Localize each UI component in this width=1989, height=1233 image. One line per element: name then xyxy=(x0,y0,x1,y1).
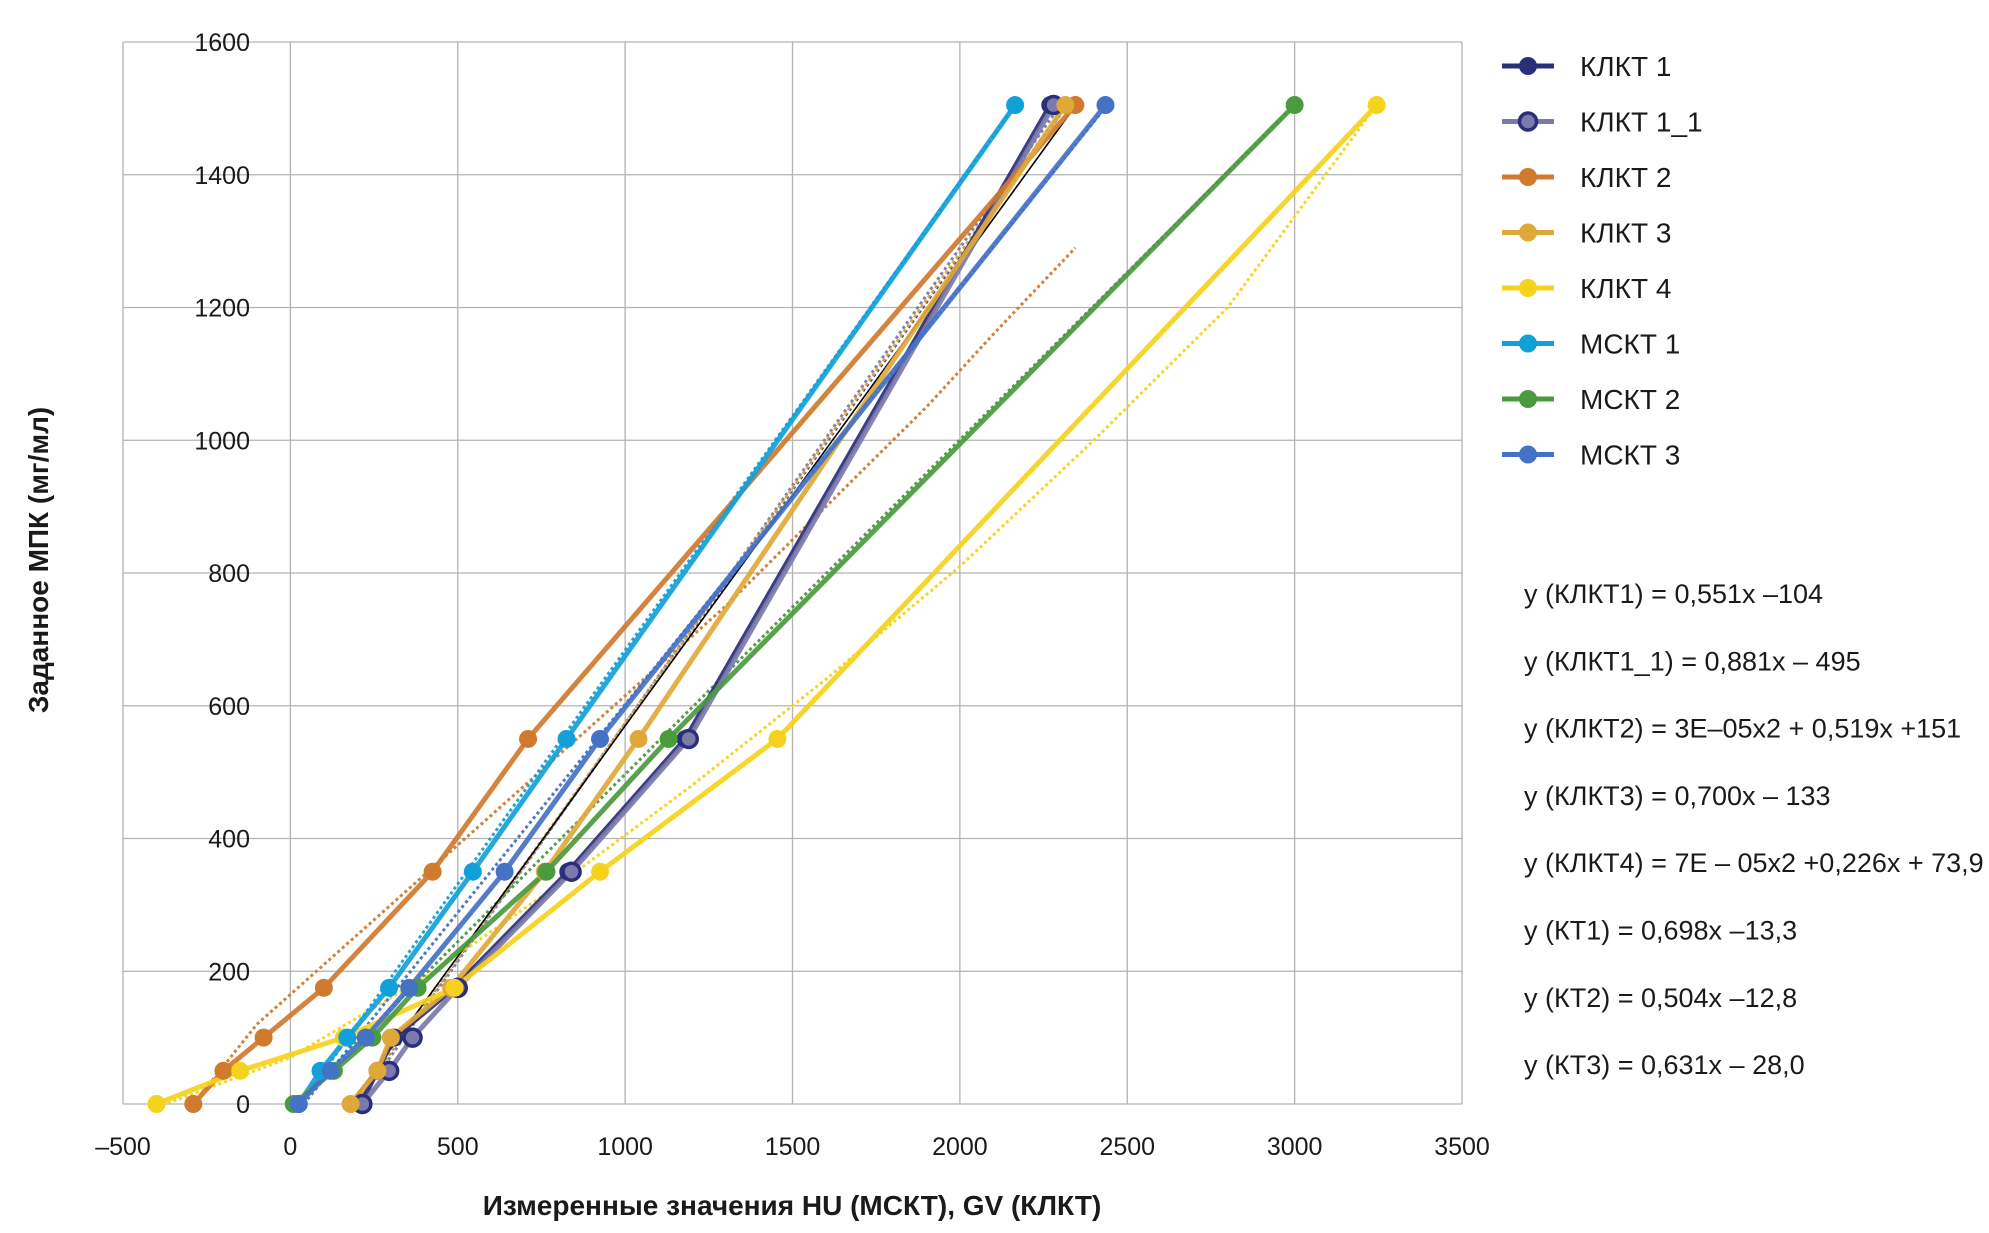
series-line xyxy=(296,103,1108,1106)
legend-label: МСКТ 3 xyxy=(1580,440,1680,471)
data-point xyxy=(678,728,699,750)
y-tick-label: 1000 xyxy=(194,427,250,455)
data-point xyxy=(557,729,576,748)
data-point xyxy=(147,1095,166,1113)
legend-label: КЛКТ 3 xyxy=(1580,218,1671,249)
data-point xyxy=(445,978,464,997)
legend-swatch-marker xyxy=(1519,168,1537,186)
equation-label: y (КЛКТ2) = 3E–05x2 + 0,519x +151 xyxy=(1524,714,1961,744)
x-tick-label: –500 xyxy=(95,1133,151,1161)
y-axis-title: Заданное МПК (мг/мл) xyxy=(23,407,54,713)
trendline xyxy=(299,104,1017,1105)
data-point xyxy=(423,862,442,881)
data-point xyxy=(400,978,419,997)
legend: КЛКТ 1 КЛКТ 1_1 КЛКТ 2 КЛКТ 3 КЛКТ 4 МСКТ 1 МС… xyxy=(1502,51,1703,471)
data-point xyxy=(1367,96,1386,115)
data-point xyxy=(537,862,556,881)
data-point xyxy=(1006,96,1025,115)
data-point xyxy=(368,1061,387,1080)
data-point xyxy=(184,1095,203,1113)
data-point xyxy=(380,978,399,997)
data-point xyxy=(659,729,678,748)
data-point xyxy=(289,1095,308,1113)
legend-swatch-marker xyxy=(1519,334,1537,353)
legend-label: КЛКТ 1 xyxy=(1580,51,1671,82)
equation-label: y (КЛКТ3) = 0,700x – 133 xyxy=(1524,781,1831,811)
x-tick-label: 2500 xyxy=(1099,1133,1155,1161)
y-tick-label: 1200 xyxy=(194,295,250,323)
legend-label: МСКТ 2 xyxy=(1580,384,1680,415)
data-point xyxy=(768,729,787,748)
data-point xyxy=(463,862,482,881)
equation-label: y (КЛКТ1_1) = 0,881x – 495 xyxy=(1524,646,1861,676)
legend-swatch-marker xyxy=(1519,390,1537,408)
series-lines xyxy=(155,103,1379,1107)
legend-label: МСКТ 1 xyxy=(1580,329,1680,360)
data-point xyxy=(321,1061,340,1080)
y-tick-label: 1400 xyxy=(194,162,250,190)
series-line xyxy=(191,103,1078,1106)
data-point xyxy=(1096,96,1115,115)
data-point xyxy=(231,1061,250,1080)
data-point xyxy=(495,862,514,881)
y-tick-labels: 0 200 400 600 800 1000 1200 1400 1600 xyxy=(194,29,250,1119)
x-tick-label: 0 xyxy=(283,1133,297,1161)
x-tick-label: 1000 xyxy=(597,1133,653,1161)
data-point xyxy=(356,1028,375,1047)
y-tick-label: 800 xyxy=(208,560,250,588)
data-point xyxy=(314,978,333,997)
equations: y (КЛКТ1) = 0,551x –104 y (КЛКТ1_1) = 0,8… xyxy=(1524,579,1984,1080)
y-tick-label: 1600 xyxy=(194,29,250,57)
legend-label: КЛКТ 4 xyxy=(1580,273,1671,304)
data-point xyxy=(561,861,582,882)
equation-label: y (КТ3) = 0,631x – 28,0 xyxy=(1524,1050,1805,1080)
legend-swatch-marker xyxy=(1519,223,1537,242)
y-tick-label: 600 xyxy=(208,693,250,721)
data-point xyxy=(402,1027,423,1048)
grid xyxy=(122,41,1463,1105)
data-point xyxy=(214,1061,233,1080)
y-tick-label: 400 xyxy=(208,826,250,854)
data-point xyxy=(519,729,538,748)
data-point xyxy=(591,862,610,881)
equation-label: y (КЛКТ4) = 7E – 05x2 +0,226x + 73,9 xyxy=(1524,848,1984,878)
legend-swatch-marker xyxy=(1519,445,1537,464)
legend-swatch-marker xyxy=(1517,111,1539,132)
legend-swatch-marker xyxy=(1519,279,1537,297)
x-tick-label: 2000 xyxy=(932,1133,988,1161)
equation-label: y (КТ1) = 0,698x –13,3 xyxy=(1524,916,1797,946)
data-point xyxy=(629,729,648,748)
data-point xyxy=(338,1028,357,1047)
data-point xyxy=(591,729,610,748)
data-point xyxy=(1285,96,1304,115)
legend-label: КЛКТ 2 xyxy=(1580,162,1671,193)
x-tick-label: 500 xyxy=(437,1133,479,1161)
equation-label: y (КЛКТ1) = 0,551x –104 xyxy=(1524,579,1823,609)
data-point xyxy=(381,1028,400,1047)
y-tick-label: 200 xyxy=(208,958,250,986)
legend-label: КЛКТ 1_1 xyxy=(1580,107,1703,138)
data-point xyxy=(254,1028,273,1047)
equation-label: y (КТ2) = 0,504x –12,8 xyxy=(1524,983,1797,1013)
y-tick-label: 0 xyxy=(236,1091,250,1119)
data-point xyxy=(341,1095,360,1113)
x-tick-label: 3000 xyxy=(1267,1133,1323,1161)
legend-swatch-marker xyxy=(1519,57,1537,75)
x-tick-label: 1500 xyxy=(765,1133,821,1161)
x-tick-labels: –500 0 500 1000 1500 2000 2500 3000 3500 xyxy=(95,1133,1490,1161)
data-point xyxy=(1056,96,1075,115)
series-markers xyxy=(147,94,1386,1115)
x-axis-title: Измеренные значения HU (МСКТ), GV (КЛКТ) xyxy=(483,1190,1102,1221)
x-tick-label: 3500 xyxy=(1434,1133,1490,1161)
trendline xyxy=(192,246,1077,1105)
